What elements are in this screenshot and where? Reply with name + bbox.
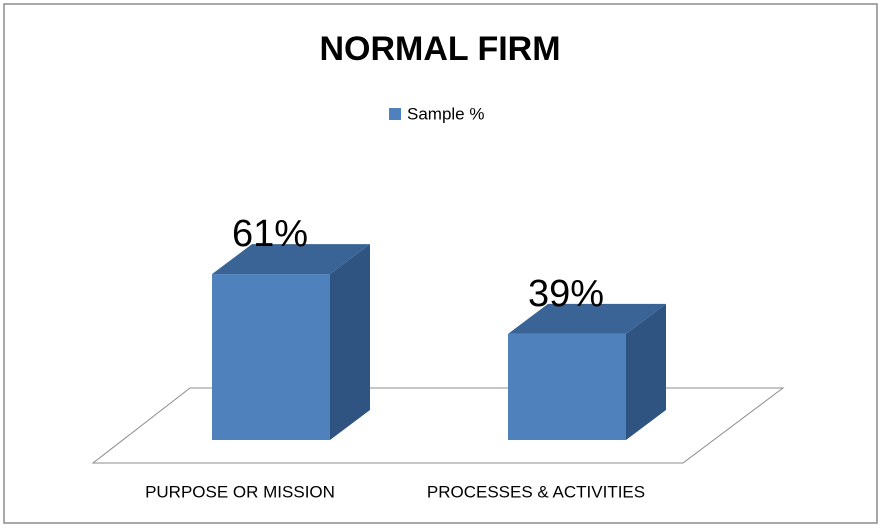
floor bbox=[91, 387, 785, 464]
data-label: 39% bbox=[528, 273, 604, 315]
bar-top bbox=[212, 244, 370, 275]
x-tick-label: PURPOSE OR MISSION bbox=[145, 482, 335, 501]
x-tick-label: PROCESSES & ACTIVITIES bbox=[427, 482, 645, 501]
bar-side bbox=[330, 244, 370, 440]
legend-swatch bbox=[389, 108, 401, 120]
bar bbox=[212, 274, 330, 440]
chart-title: NORMAL FIRM bbox=[319, 30, 560, 68]
legend-label: Sample % bbox=[407, 104, 484, 123]
data-label: 61% bbox=[232, 213, 308, 255]
bar-side bbox=[626, 303, 666, 440]
bar-top bbox=[508, 303, 666, 334]
bar bbox=[508, 333, 626, 440]
